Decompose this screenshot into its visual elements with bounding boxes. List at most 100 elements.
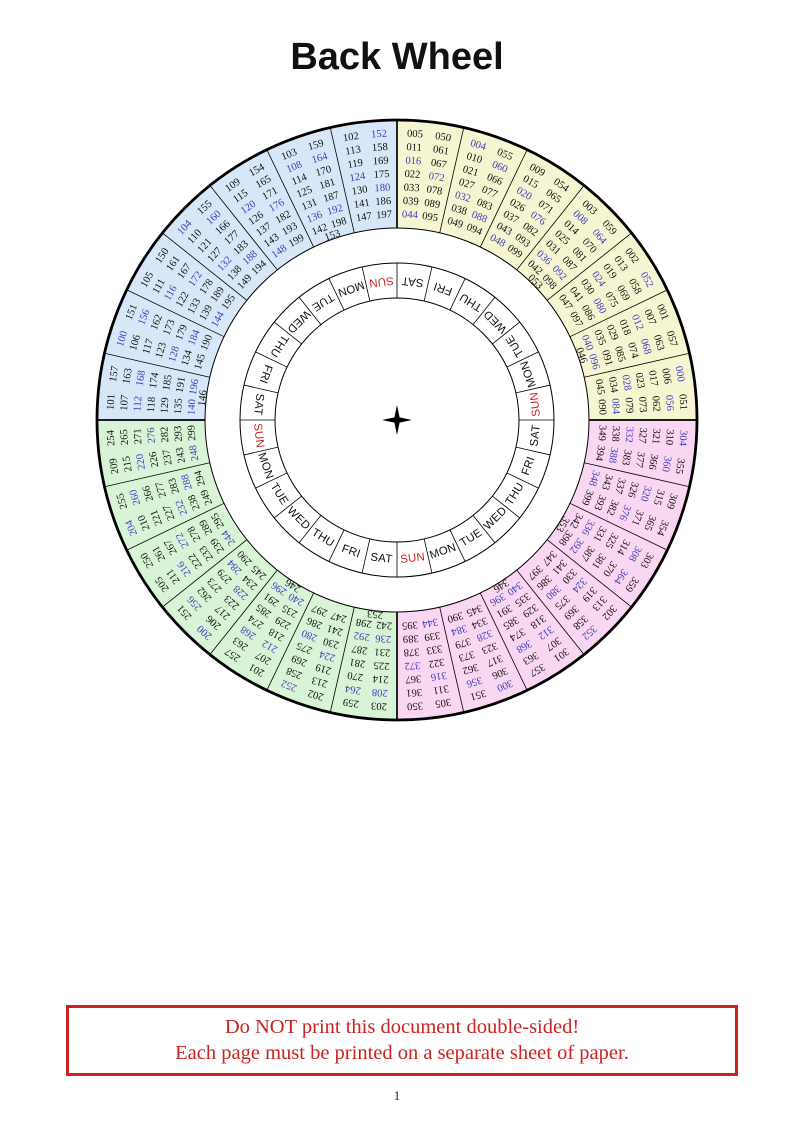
sector-divider xyxy=(569,502,668,551)
day-label: THU xyxy=(267,332,290,359)
wheel-sector: 0040100210270320380490550600660770830880… xyxy=(446,138,514,238)
sector-number: 271 xyxy=(132,428,144,445)
sector-number: 299 xyxy=(186,425,198,442)
wheel-sector: 2042102212272322382492552602662772832882… xyxy=(115,468,215,537)
sector-number: 106 xyxy=(128,334,143,352)
sector-number: 100 xyxy=(115,330,130,348)
warning-line-1: Do NOT print this document double-sided! xyxy=(224,1016,580,1038)
sector-number: 225 xyxy=(373,659,390,671)
sector-divider xyxy=(479,592,528,691)
sector-number: 315 xyxy=(651,488,666,506)
day-cell-divider xyxy=(243,384,279,394)
sector-number: 260 xyxy=(128,488,143,506)
sector-number: 091 xyxy=(599,349,614,367)
sector-number: 360 xyxy=(659,455,672,472)
sector-number: 128 xyxy=(167,345,182,363)
sector-number: 095 xyxy=(421,211,438,224)
sector-number: 196 xyxy=(188,378,201,395)
wheel-sector: 2032082142252312362422592642702812872922… xyxy=(342,607,392,711)
sector-number: 293 xyxy=(173,425,185,442)
sector-number: 362 xyxy=(461,661,479,676)
sector-number: 123 xyxy=(154,341,169,359)
sector-number: 181 xyxy=(318,177,336,192)
sector-number: 157 xyxy=(108,365,121,382)
sector-number: 383 xyxy=(619,449,632,466)
sector-number: 377 xyxy=(633,451,646,468)
day-cell-divider xyxy=(492,495,520,519)
day-label: WED xyxy=(284,505,312,533)
sector-number: 253 xyxy=(367,607,384,620)
sector-number: 254 xyxy=(105,429,117,446)
day-cell-divider xyxy=(255,472,288,489)
sector-number: 180 xyxy=(374,182,391,194)
sector-number: 379 xyxy=(454,635,472,650)
sector-divider xyxy=(439,607,465,713)
sector-number: 192 xyxy=(326,203,344,218)
sector-number: 096 xyxy=(586,353,601,371)
day-label: FRI xyxy=(432,280,454,298)
day-label: FRI xyxy=(520,455,538,477)
sector-number: 039 xyxy=(402,196,419,208)
sector-number: 074 xyxy=(625,341,640,360)
day-label: SAT xyxy=(251,393,265,416)
day-label: THU xyxy=(504,481,527,508)
sector-number: 170 xyxy=(314,164,332,179)
sector-number: 298 xyxy=(355,616,372,629)
sector-number: 197 xyxy=(376,209,393,221)
sector-number: 337 xyxy=(612,477,627,495)
sector-number: 010 xyxy=(465,151,483,166)
day-cell-divider xyxy=(506,472,539,489)
sector-number: 219 xyxy=(314,661,332,676)
sector-divider xyxy=(162,539,248,608)
sector-number: 049 xyxy=(446,216,464,231)
quadrant-pink xyxy=(397,420,697,720)
sector-number: 067 xyxy=(430,158,447,171)
day-cell-divider xyxy=(492,321,520,345)
sector-number: 288 xyxy=(180,473,195,491)
sector-number: 028 xyxy=(619,374,632,391)
day-cell-divider xyxy=(506,351,539,368)
sector-divider xyxy=(329,127,355,233)
day-cell-divider xyxy=(515,446,551,456)
sector-divider xyxy=(479,149,528,248)
sector-number: 266 xyxy=(141,484,156,502)
day-cell-divider xyxy=(515,384,551,394)
day-cell-divider xyxy=(361,538,371,574)
sector-number: 384 xyxy=(449,622,468,637)
day-label: FRI xyxy=(257,363,275,385)
sector-number: 174 xyxy=(148,371,162,389)
sector-divider xyxy=(584,462,690,488)
day-label: WED xyxy=(482,505,510,533)
sector-number: 056 xyxy=(663,395,675,412)
sector-number: 135 xyxy=(173,398,185,415)
sector-number: 326 xyxy=(625,480,640,498)
sector-number: 186 xyxy=(375,196,392,208)
sector-number: 327 xyxy=(636,427,648,444)
sector-number: 265 xyxy=(119,429,131,446)
sector-number: 224 xyxy=(318,648,337,663)
day-label: TUE xyxy=(504,333,527,359)
sector-number: 044 xyxy=(402,209,419,221)
warning-line-2: Each page must be printed on a separate … xyxy=(175,1042,629,1064)
sector-number: 117 xyxy=(141,338,156,356)
sector-number: 017 xyxy=(646,370,659,387)
sector-number: 226 xyxy=(148,451,161,468)
sector-number: 343 xyxy=(599,473,614,491)
sector-number: 333 xyxy=(426,642,443,655)
sector-number: 304 xyxy=(676,430,688,447)
sector-number: 351 xyxy=(469,687,487,702)
sector-number: 395 xyxy=(402,619,419,631)
sector-number: 310 xyxy=(663,429,675,446)
sector-number: 349 xyxy=(596,425,608,442)
day-label: WED xyxy=(284,307,312,335)
day-label: FRI xyxy=(340,543,362,561)
sector-number: 241 xyxy=(326,622,344,637)
sector-number: 390 xyxy=(446,609,464,624)
sector-number: 073 xyxy=(636,396,648,413)
quadrant-blue xyxy=(97,120,397,420)
wheel-sector: 3013073123183293353403573633683743853913… xyxy=(488,576,571,678)
day-cell-divider xyxy=(328,529,345,562)
sector-number: 062 xyxy=(650,395,662,412)
